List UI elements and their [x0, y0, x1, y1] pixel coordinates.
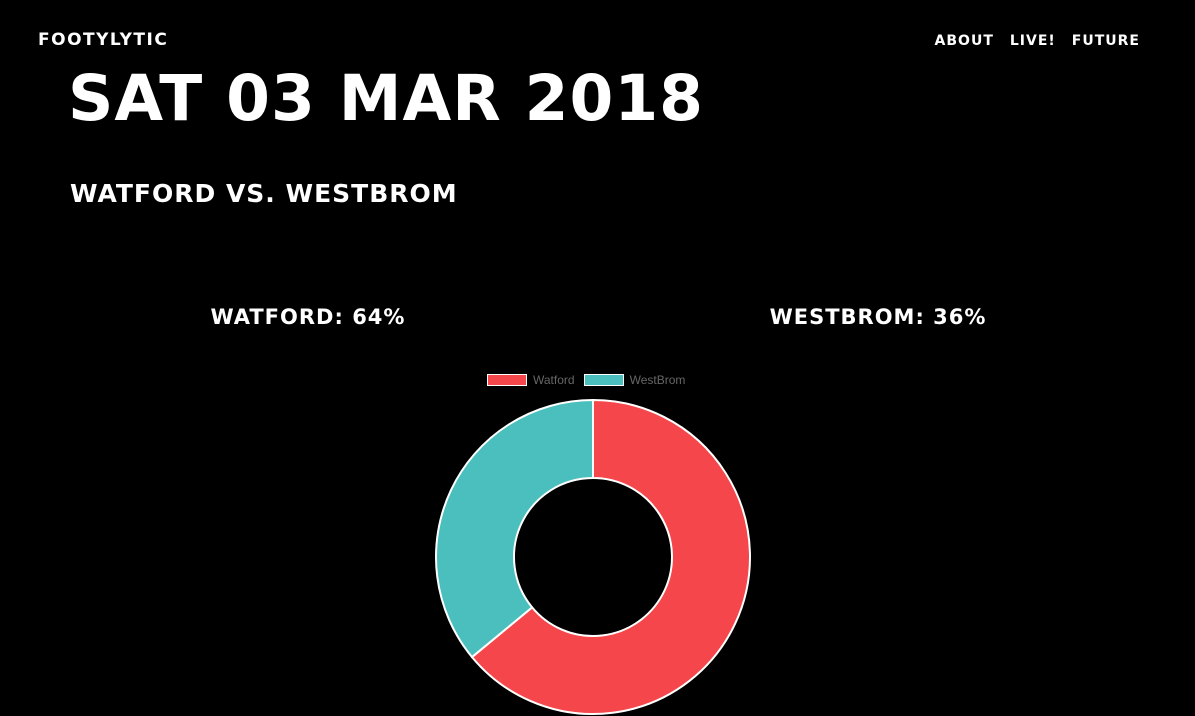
nav-live-link[interactable]: LIVE!: [1009, 33, 1056, 49]
brand-logo-link[interactable]: FOOTYLYTIC: [38, 30, 169, 50]
nav-future-link[interactable]: FUTURE: [1071, 33, 1140, 49]
match-date-heading: SAT 03 MAR 2018: [68, 62, 704, 135]
nav-about-link[interactable]: ABOUT: [934, 33, 994, 49]
home-win-probability: WATFORD: 64%: [210, 305, 406, 329]
legend-item-watford[interactable]: Watford: [487, 373, 575, 387]
away-win-probability: WESTBROM: 36%: [769, 305, 987, 329]
chart-legend[interactable]: Watford WestBrom: [487, 373, 694, 387]
legend-swatch-westbrom: [583, 374, 624, 386]
legend-label-westbrom: WestBrom: [629, 373, 686, 387]
donut-slice-westbrom[interactable]: [435, 398, 594, 659]
donut-slice-watford[interactable]: [470, 398, 751, 715]
legend-label-watford: Watford: [533, 373, 575, 387]
legend-item-westbrom[interactable]: WestBrom: [583, 373, 686, 387]
legend-swatch-watford: [487, 374, 527, 386]
top-nav: ABOUT LIVE! FUTURE: [935, 31, 1140, 51]
fixture-heading: WATFORD VS. WESTBROM: [70, 179, 458, 208]
